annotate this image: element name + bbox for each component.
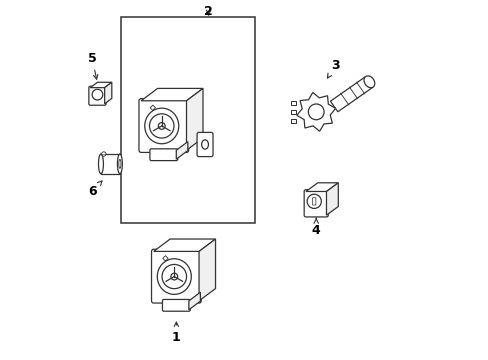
Text: 1: 1 [172, 322, 181, 343]
Ellipse shape [144, 108, 179, 144]
Ellipse shape [158, 122, 165, 129]
Bar [290, 101, 296, 105]
Text: 3: 3 [327, 59, 340, 78]
Polygon shape [186, 89, 203, 150]
Polygon shape [188, 292, 200, 310]
Polygon shape [104, 82, 112, 104]
Polygon shape [330, 77, 372, 112]
Ellipse shape [201, 140, 208, 149]
Text: 2: 2 [204, 5, 213, 18]
Circle shape [306, 194, 321, 208]
Ellipse shape [117, 154, 122, 174]
FancyBboxPatch shape [312, 198, 315, 205]
Polygon shape [163, 256, 168, 261]
FancyBboxPatch shape [150, 149, 177, 161]
Circle shape [92, 89, 102, 100]
Polygon shape [90, 82, 112, 87]
Ellipse shape [363, 76, 374, 88]
Ellipse shape [149, 114, 174, 138]
FancyBboxPatch shape [151, 249, 201, 303]
Ellipse shape [170, 273, 177, 280]
Circle shape [308, 104, 324, 120]
Polygon shape [326, 183, 338, 215]
Bar [290, 119, 296, 123]
FancyBboxPatch shape [139, 99, 188, 152]
FancyBboxPatch shape [162, 300, 190, 311]
Polygon shape [296, 93, 335, 131]
Polygon shape [305, 183, 338, 192]
Bar [101, 154, 120, 174]
Text: 6: 6 [88, 181, 102, 198]
Polygon shape [153, 239, 215, 251]
Polygon shape [141, 89, 203, 101]
Bar [121, 17, 255, 223]
Circle shape [102, 152, 106, 156]
Text: 4: 4 [311, 218, 320, 237]
FancyBboxPatch shape [197, 132, 213, 157]
Text: 5: 5 [87, 51, 98, 79]
Polygon shape [176, 141, 187, 159]
Ellipse shape [162, 265, 186, 289]
Ellipse shape [98, 154, 103, 174]
Ellipse shape [119, 159, 121, 168]
Polygon shape [150, 105, 155, 111]
FancyBboxPatch shape [89, 86, 106, 105]
Polygon shape [199, 239, 215, 301]
FancyBboxPatch shape [304, 190, 327, 217]
Ellipse shape [157, 259, 191, 294]
Bar [290, 110, 296, 114]
